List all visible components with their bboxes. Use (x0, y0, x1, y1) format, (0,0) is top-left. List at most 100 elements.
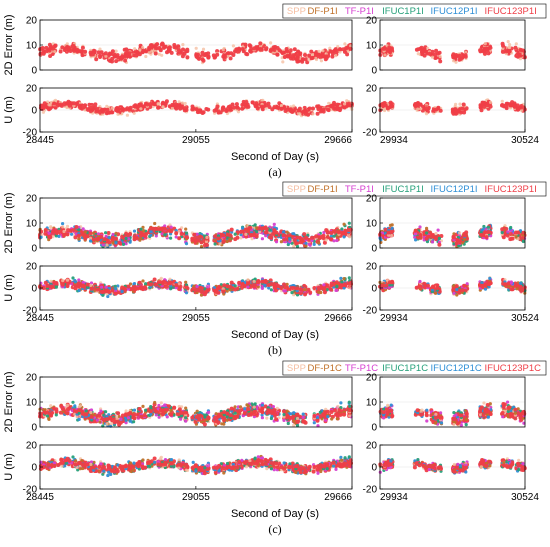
data-point (123, 54, 128, 59)
data-point (199, 240, 204, 245)
data-point (234, 102, 239, 107)
data-point (88, 109, 93, 113)
data-point (457, 57, 462, 62)
data-point (418, 284, 422, 289)
data-point (464, 50, 468, 54)
data-point (277, 48, 282, 53)
data-point (316, 107, 321, 111)
data-point (434, 231, 438, 236)
data-point (114, 59, 119, 64)
data-point (70, 44, 75, 49)
data-point (48, 54, 53, 58)
data-point (243, 42, 248, 47)
data-point (96, 232, 101, 236)
data-point (272, 222, 276, 226)
data-point (61, 279, 65, 283)
data-point (43, 228, 48, 232)
x-tick-label: 29934 (380, 135, 408, 146)
data-point (283, 289, 287, 293)
data-point (102, 237, 107, 242)
data-point (147, 51, 151, 55)
data-point (76, 233, 81, 238)
data-point (419, 45, 424, 50)
data-point (200, 50, 205, 55)
data-point (483, 287, 488, 291)
data-point (415, 103, 420, 108)
data-point (83, 49, 88, 54)
data-point (332, 100, 336, 105)
data-point (310, 235, 314, 240)
legend-entry: DF-P1C (308, 363, 342, 374)
data-point (48, 106, 53, 111)
legend-entry: TF-P1I (345, 6, 374, 17)
data-point (483, 51, 487, 56)
data-point (161, 105, 165, 109)
data-point (124, 231, 129, 236)
data-point (316, 286, 321, 290)
data-point (43, 280, 48, 285)
data-point (138, 48, 142, 52)
data-point (137, 52, 142, 57)
data-point (460, 106, 465, 111)
data-point (426, 283, 430, 288)
data-point (96, 50, 101, 55)
data-point (65, 232, 70, 237)
y-tick-label: 20 (26, 262, 38, 273)
data-point (272, 105, 277, 110)
data-point (47, 231, 51, 235)
y-tick-label: 0 (371, 244, 377, 255)
data-point (272, 283, 277, 288)
data-point (155, 42, 160, 47)
x-axis-label: Second of Day (s) (231, 329, 319, 341)
data-point (231, 53, 236, 57)
data-point (77, 288, 81, 293)
data-point (120, 285, 125, 290)
data-point (343, 42, 347, 46)
data-point (285, 107, 290, 112)
y-tick-label: 10 (366, 219, 378, 230)
data-point (95, 287, 100, 292)
data-point (58, 102, 63, 107)
y-tick-label: -20 (363, 306, 378, 317)
data-point (390, 234, 394, 238)
y-tick-label: 10 (26, 219, 38, 230)
data-point (160, 42, 165, 47)
data-point (116, 108, 120, 113)
data-point (465, 282, 469, 286)
data-point (132, 229, 137, 233)
data-point (139, 107, 143, 111)
data-point (79, 49, 84, 54)
data-point (199, 293, 204, 297)
data-point (455, 293, 459, 297)
data-point (332, 229, 336, 234)
data-point (89, 286, 94, 291)
data-point (508, 232, 513, 236)
data-point (288, 107, 293, 112)
x-tick-label: 30524 (511, 313, 539, 324)
data-point (503, 282, 507, 287)
data-point (416, 52, 420, 56)
data-point (319, 59, 323, 63)
data-point (98, 47, 102, 51)
data-point (216, 286, 221, 291)
data-point (252, 279, 256, 284)
data-point (184, 227, 188, 231)
data-point (482, 104, 487, 109)
data-point (258, 47, 263, 52)
data-point (302, 283, 307, 288)
data-point (169, 225, 173, 229)
data-point (149, 230, 153, 234)
data-point (328, 287, 333, 292)
data-point (44, 45, 49, 50)
data-point (434, 291, 438, 295)
data-point (274, 240, 279, 244)
data-point (73, 280, 77, 284)
data-point (198, 234, 203, 239)
data-point (266, 283, 271, 287)
data-point (458, 102, 462, 106)
data-point (290, 286, 295, 290)
y-tick-label: 10 (26, 41, 38, 52)
x-tick-label: 30524 (511, 135, 539, 146)
y-tick-label: 20 (26, 84, 38, 95)
panel-c: SPP DF-P1C TF-P1C IFUC1P1C IFUC12P1C IFUC123P… (3, 360, 547, 536)
